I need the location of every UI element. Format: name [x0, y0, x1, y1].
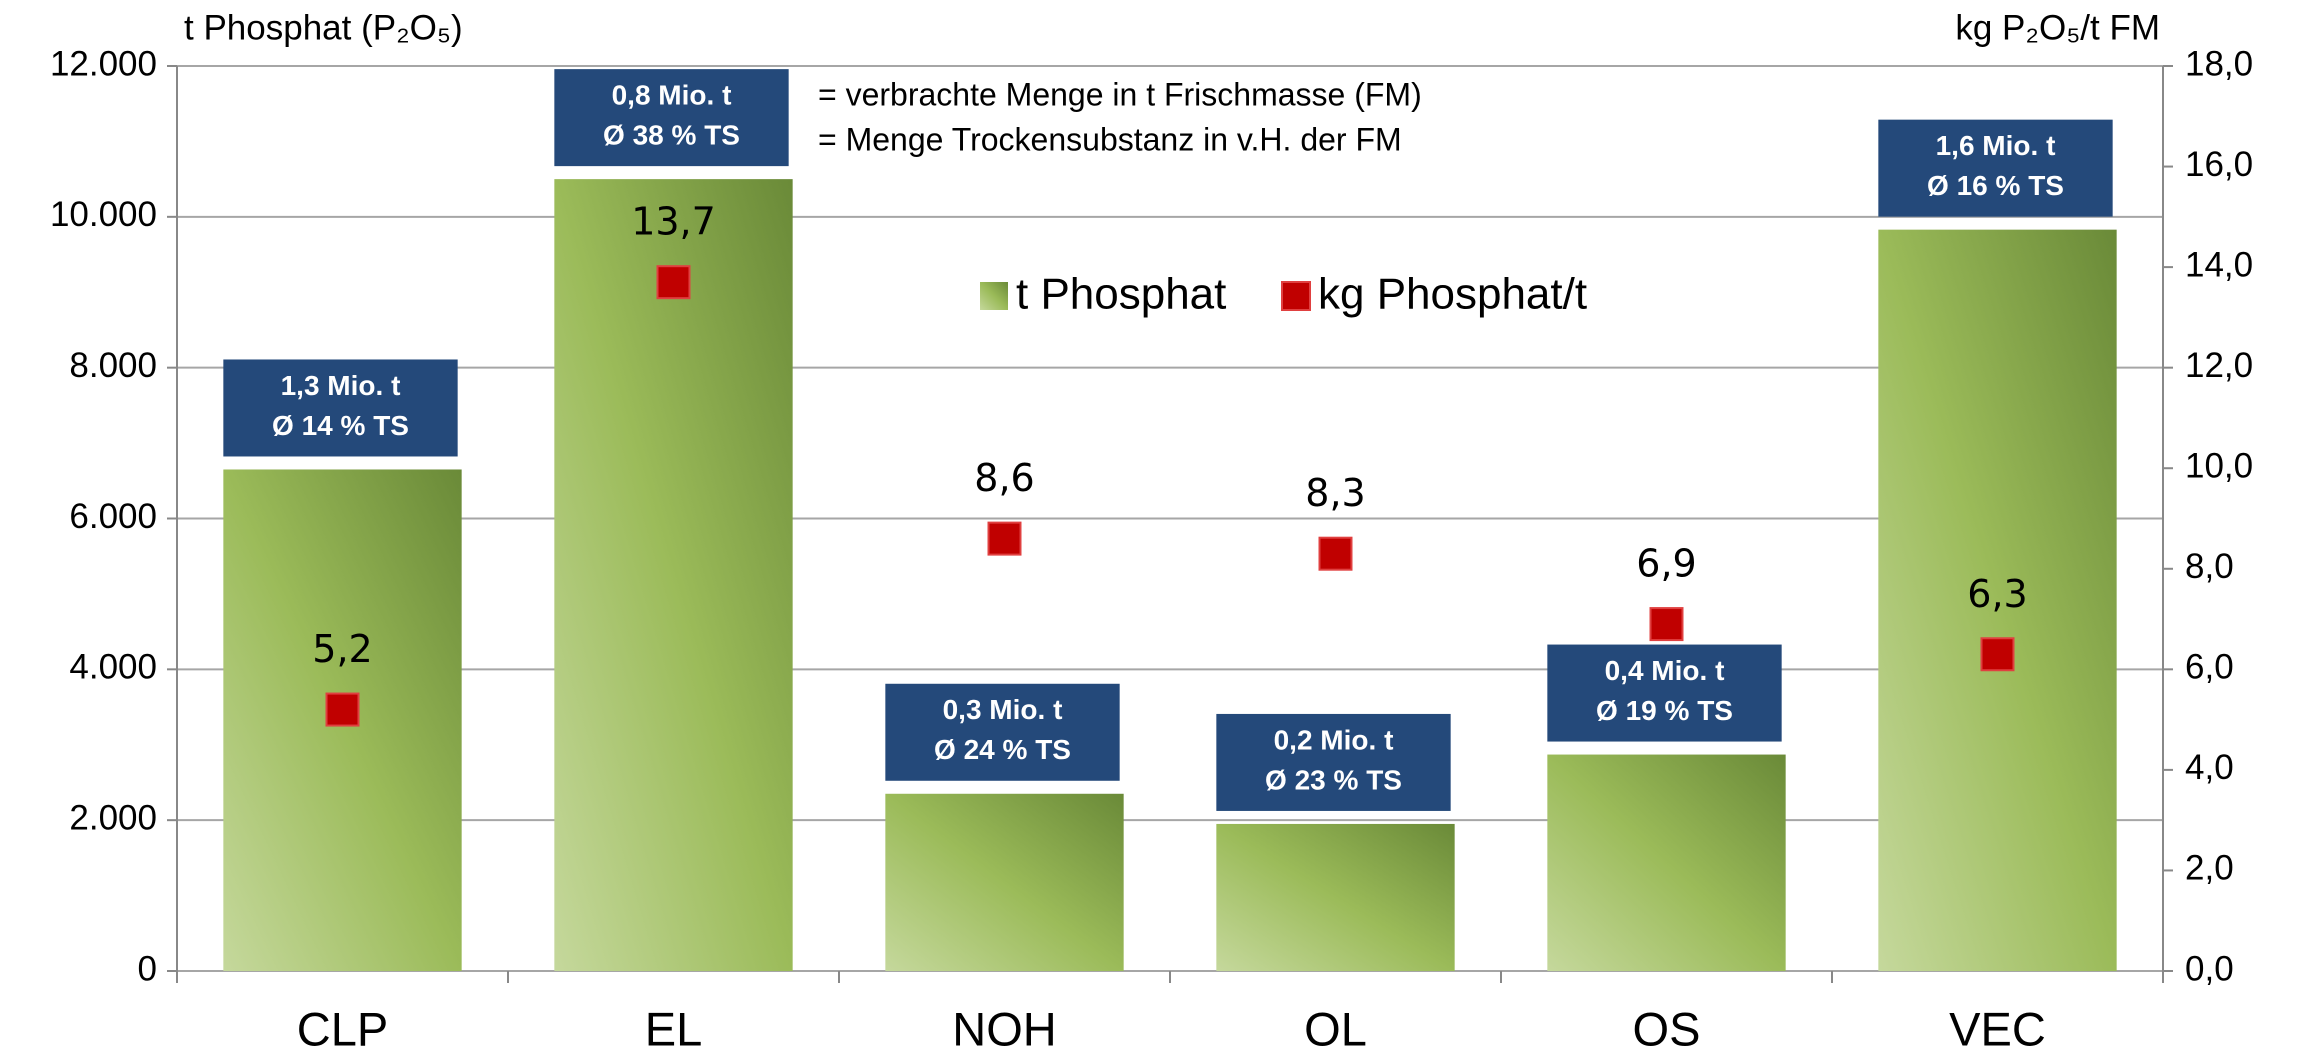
x-tick-label: VEC	[1949, 1002, 2046, 1050]
info-box	[885, 683, 1120, 781]
legend-label: t Phosphat	[1016, 270, 1226, 319]
bar	[1547, 754, 1786, 971]
x-tick-label: NOH	[952, 1002, 1056, 1050]
y-axis-title: t Phosphat (P₂O₅)	[184, 8, 463, 47]
legend-label: kg Phosphat/t	[1318, 270, 1587, 319]
bar	[1216, 823, 1455, 971]
y-tick-label: 6.000	[69, 497, 157, 536]
y-tick-label: 10.000	[50, 195, 157, 234]
bar	[885, 793, 1124, 971]
y2-tick-label: 12,0	[2185, 346, 2253, 385]
bar	[1878, 229, 2117, 971]
y-tick-label: 8.000	[69, 346, 157, 385]
legend-swatch	[1281, 281, 1311, 311]
marker	[325, 692, 360, 727]
info-box-text: Ø 38 % TS	[603, 120, 740, 151]
x-tick-label: OS	[1633, 1002, 1701, 1050]
y2-tick-label: 14,0	[2185, 245, 2253, 284]
y2-tick-label: 8,0	[2185, 547, 2234, 586]
info-box-text: 0,2 Mio. t	[1274, 724, 1394, 755]
marker	[1649, 607, 1684, 642]
data-label: 13,7	[631, 200, 716, 244]
bar	[554, 179, 793, 971]
y2-tick-label: 0,0	[2185, 949, 2234, 988]
box-legend-text: = Menge Trockensubstanz in v.H. der FM	[818, 121, 1402, 157]
data-label: 5,2	[312, 627, 372, 671]
info-box-text: Ø 23 % TS	[1265, 764, 1402, 795]
y2-tick-label: 6,0	[2185, 648, 2234, 687]
info-box-text: Ø 24 % TS	[934, 734, 1071, 765]
marker	[656, 265, 691, 300]
y2-tick-label: 4,0	[2185, 748, 2234, 787]
y-tick-label: 0	[138, 949, 157, 988]
legend-swatch	[980, 282, 1008, 310]
info-box-text: 1,6 Mio. t	[1936, 130, 2056, 161]
data-label: 8,6	[974, 456, 1034, 500]
y-tick-label: 4.000	[69, 648, 157, 687]
y-tick-label: 12.000	[50, 44, 157, 83]
y-tick-label: 2.000	[69, 798, 157, 837]
info-box-text: 1,3 Mio. t	[281, 370, 401, 401]
marker	[1980, 637, 2015, 672]
data-label: 6,9	[1636, 542, 1696, 586]
info-box-text: 0,4 Mio. t	[1605, 655, 1725, 686]
marker	[987, 521, 1022, 556]
data-label: 6,3	[1967, 572, 2027, 616]
info-box-text: Ø 14 % TS	[272, 410, 409, 441]
info-box-text: Ø 19 % TS	[1596, 695, 1733, 726]
y2-tick-label: 16,0	[2185, 145, 2253, 184]
info-box-text: 0,3 Mio. t	[943, 694, 1063, 725]
info-box	[1216, 713, 1451, 811]
x-tick-label: CLP	[297, 1002, 388, 1050]
marker	[1318, 536, 1353, 571]
y2-tick-label: 18,0	[2185, 44, 2253, 83]
x-tick-label: EL	[645, 1002, 703, 1050]
y2-tick-label: 10,0	[2185, 446, 2253, 485]
info-box-text: 0,8 Mio. t	[612, 80, 732, 111]
info-box-text: Ø 16 % TS	[1927, 170, 2064, 201]
y2-axis-title: kg P₂O₅/t FM	[1955, 8, 2160, 47]
info-box	[1878, 119, 2113, 217]
info-box	[223, 359, 458, 457]
box-legend-text: = verbrachte Menge in t Frischmasse (FM)	[818, 76, 1422, 112]
info-box	[1547, 644, 1782, 742]
x-tick-label: OL	[1304, 1002, 1367, 1050]
y2-tick-label: 2,0	[2185, 849, 2234, 888]
data-label: 8,3	[1305, 471, 1365, 515]
info-box	[554, 69, 789, 167]
